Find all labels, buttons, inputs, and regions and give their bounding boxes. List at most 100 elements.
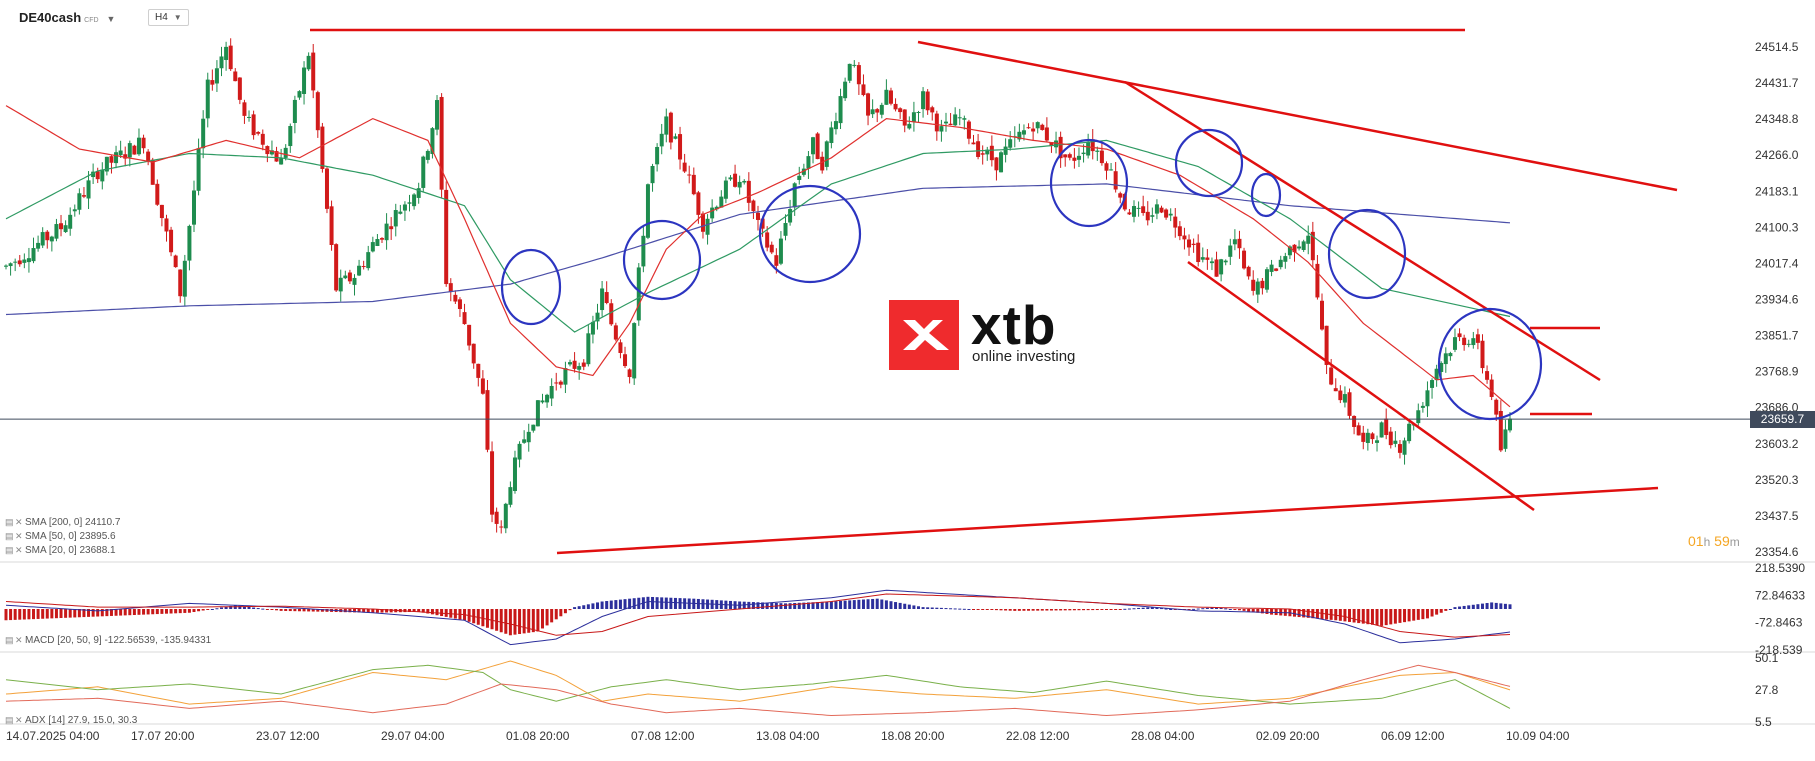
candle-body [1003,146,1008,155]
macd-histogram-bar [806,602,810,609]
macd-histogram-bar [761,602,765,609]
macd-histogram-bar [1224,608,1228,610]
candle-body [1063,154,1068,158]
macd-histogram-bar [1150,607,1154,609]
macd-histogram-bar [1104,609,1108,610]
macd-histogram-bar [206,609,210,610]
macd-histogram-bar [371,609,375,613]
candle-body [833,121,838,130]
candle-body [40,232,45,246]
macd-histogram-bar [600,601,604,609]
trend-line [556,486,1659,555]
macd-histogram-bar [1407,609,1411,622]
macd-histogram-bar [73,609,77,618]
visibility-icon[interactable]: ▤ [5,517,14,527]
candle-body [1058,136,1063,159]
candle-body [512,457,517,492]
macd-histogram-bar [36,609,40,619]
visibility-icon[interactable]: ▤ [5,545,14,555]
candle-body [1008,139,1013,148]
candle-body [1264,269,1269,290]
macd-histogram-bar [1403,609,1407,623]
candle-body [769,244,774,253]
macd-histogram-bar [151,609,155,615]
candle-body [898,108,903,113]
candle-body [1232,239,1237,245]
candle-body [63,225,68,233]
candle-body [1122,193,1127,210]
candle-body [361,266,366,268]
indicator-sma200[interactable]: ▤✕ SMA [200, 0] 24110.7 [5,517,120,528]
candle-body [4,265,8,267]
indicator-sma50[interactable]: ▤✕ SMA [50, 0] 23895.6 [5,531,116,542]
macd-histogram-bar [421,609,425,613]
candle-body [1439,362,1444,372]
indicator-adx[interactable]: ▤✕ ADX [14] 27.9, 15.0, 30.3 [5,715,137,726]
candle-body [911,112,916,123]
countdown-hours-unit: h [1703,535,1711,549]
timeframe-selector[interactable]: H4 ▼ [148,9,189,26]
close-icon[interactable]: ✕ [15,531,23,541]
candle-body [435,100,440,130]
candle-body [1283,256,1288,262]
indicator-sma20[interactable]: ▤✕ SMA [20, 0] 23688.1 [5,545,116,556]
macd-histogram-bar [843,600,847,609]
macd-histogram-bar [958,608,962,610]
macd-histogram-bar [632,598,636,609]
candle-body [756,212,760,220]
visibility-icon[interactable]: ▤ [5,635,14,645]
candle-body [613,325,618,340]
candle-body [86,180,91,199]
candle-body [962,118,967,120]
candle-body [247,116,252,118]
macd-histogram-bar [490,609,494,630]
candle-body [164,218,169,232]
candle-body [861,84,866,96]
macd-histogram-bar [481,609,485,627]
macd-histogram-bar [1453,607,1457,609]
macd-histogram-bar [508,609,512,636]
indicator-macd[interactable]: ▤✕ MACD [20, 50, 9] -122.56539, -135.9433… [5,635,211,646]
candle-body [490,451,495,515]
candle-body [719,196,724,208]
visibility-icon[interactable]: ▤ [5,531,14,541]
candle-body [632,323,637,379]
symbol-selector[interactable]: DE40cash CFD ▼ [19,10,115,25]
candle-body [13,261,18,263]
macd-histogram-bar [894,602,898,609]
time-tick-label: 13.08 04:00 [756,729,820,743]
close-icon[interactable]: ✕ [15,635,23,645]
candle-body [856,65,861,85]
macd-histogram-bar [1499,603,1503,609]
candle-body [650,165,655,184]
macd-histogram-bar [284,609,288,611]
macd-histogram-bar [788,603,792,609]
macd-histogram-bar [256,608,260,610]
candle-body [934,113,939,132]
macd-histogram-bar [747,601,751,609]
macd-histogram-bar [275,609,279,611]
candle-body [1081,152,1086,155]
close-icon[interactable]: ✕ [15,715,23,725]
macd-histogram-bar [1380,609,1384,626]
candle-body [311,52,316,91]
candle-body [214,68,219,84]
candle-body [980,153,985,155]
close-icon[interactable]: ✕ [15,517,23,527]
candle-body [421,156,426,188]
macd-histogram-bar [59,609,63,619]
macd-histogram-bar [82,609,86,618]
adx-series-line [5,664,1511,709]
annotation-circle [758,184,862,284]
candle-body [256,132,261,134]
close-icon[interactable]: ✕ [15,545,23,555]
visibility-icon[interactable]: ▤ [5,715,14,725]
candle-body [462,312,467,325]
candle-body [242,102,247,116]
price-tick-label: 24431.7 [1755,76,1799,90]
candle-body [902,109,907,126]
candle-body [1508,418,1512,431]
macd-histogram-bar [1155,607,1159,609]
candle-body [893,103,898,110]
